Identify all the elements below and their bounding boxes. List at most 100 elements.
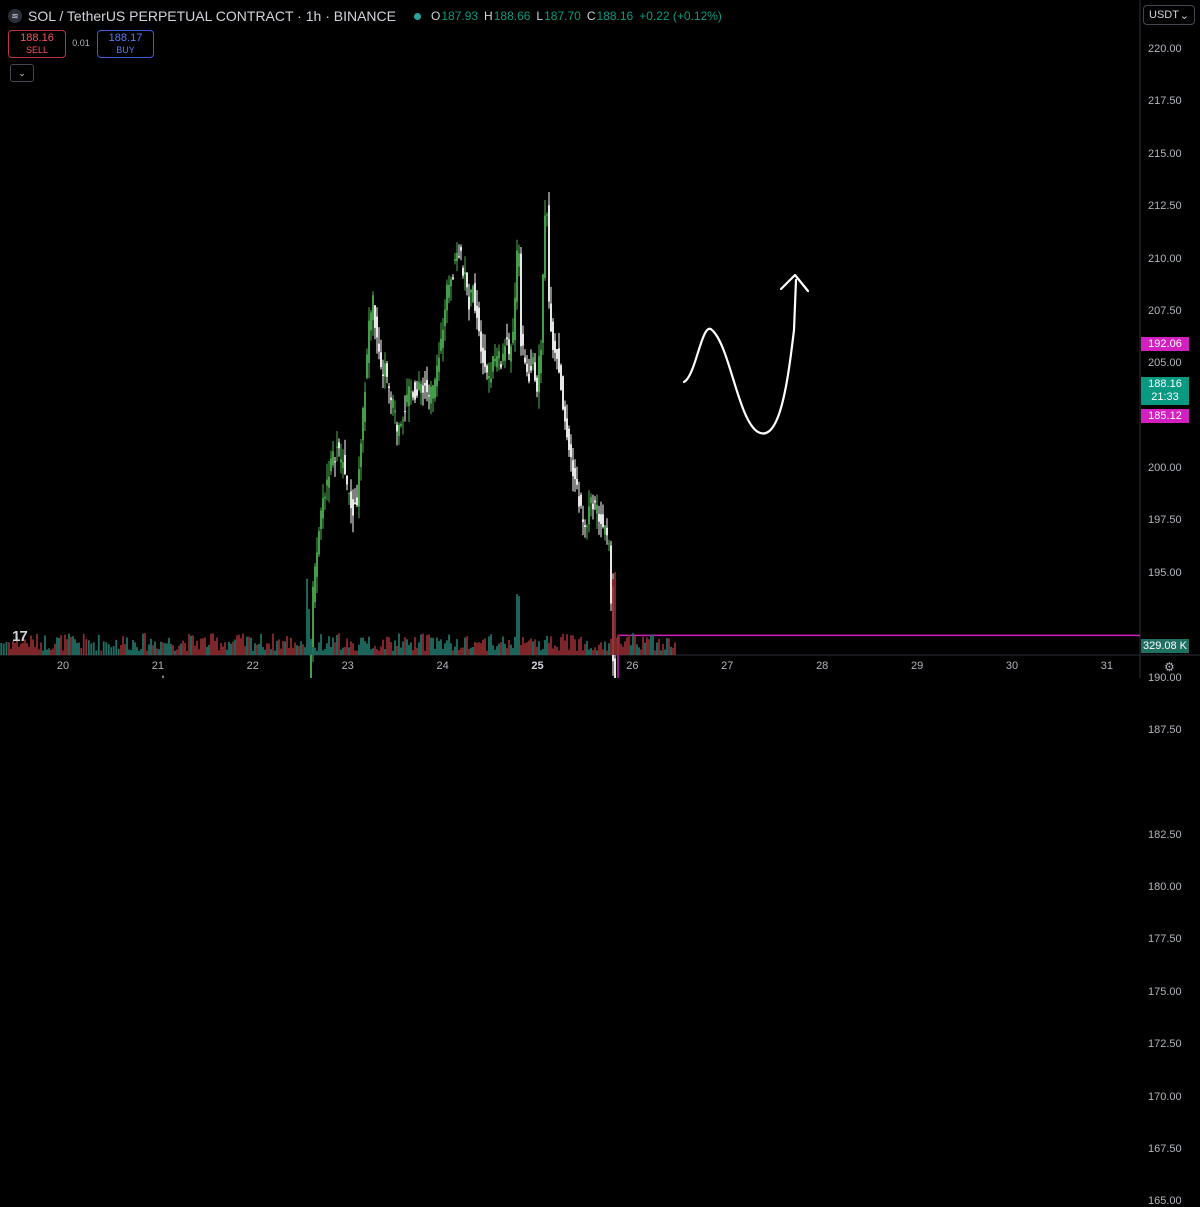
- volume-bar: [362, 637, 364, 655]
- volume-bar: [87, 640, 90, 655]
- sell-button[interactable]: 188.16 SELL: [8, 30, 66, 58]
- volume-bar: [76, 643, 78, 655]
- volume-bar: [574, 639, 576, 655]
- volume-bar: [250, 637, 252, 655]
- volume-bar: [560, 637, 562, 655]
- tradingview-logo-icon[interactable]: 17: [12, 628, 28, 645]
- volume-bar: [12, 641, 14, 655]
- volume-bar: [72, 636, 74, 655]
- volume-bar: [318, 642, 320, 655]
- volume-bar: [650, 635, 652, 655]
- volume-bar: [276, 640, 278, 655]
- candle: [380, 352, 382, 368]
- candle: [518, 253, 520, 267]
- volume-bar: [138, 650, 140, 655]
- volume-bar: [534, 639, 536, 655]
- candle: [520, 253, 522, 347]
- candle: [330, 458, 332, 472]
- volume-bar: [62, 650, 64, 655]
- volume-bar: [384, 649, 386, 655]
- volume-bar: [204, 637, 206, 655]
- candle: [582, 519, 584, 523]
- volume-bar: [324, 648, 326, 655]
- buy-button[interactable]: 188.17 BUY: [97, 30, 154, 58]
- candle: [474, 283, 476, 311]
- volume-bar: [105, 642, 108, 655]
- volume-bar: [26, 643, 28, 655]
- price-tick-label: 212.50: [1148, 200, 1182, 213]
- price-tick-label: 195.00: [1148, 566, 1182, 579]
- volume-bar: [188, 633, 190, 655]
- time-tick-label: 27: [721, 660, 734, 672]
- volume-bar: [266, 643, 268, 655]
- symbol-title[interactable]: SOL / TetherUS PERPETUAL CONTRACT · 1h ·…: [28, 8, 396, 24]
- settings-gear-icon[interactable]: ⚙: [1164, 660, 1175, 674]
- candle: [562, 376, 564, 410]
- volume-bar: [117, 648, 120, 655]
- volume-bar: [398, 633, 400, 655]
- volume-bar: [14, 642, 16, 655]
- volume-bar: [236, 635, 238, 655]
- candle: [408, 386, 410, 407]
- price-chart[interactable]: [0, 0, 1200, 678]
- price-tick-label: 175.00: [1148, 985, 1182, 998]
- volume-bar: [162, 642, 164, 655]
- volume-bar: [368, 636, 370, 655]
- volume-bar: [482, 639, 484, 655]
- candle: [366, 354, 368, 378]
- volume-bar: [82, 633, 85, 655]
- candle: [586, 526, 588, 528]
- volume-bar: [358, 644, 360, 655]
- volume-bar: [200, 638, 202, 655]
- candle: [512, 331, 514, 343]
- currency-select[interactable]: USDT ⌄: [1143, 5, 1195, 25]
- volume-bar: [152, 645, 154, 655]
- candle: [426, 380, 428, 393]
- collapse-legend-button[interactable]: ⌄: [10, 64, 34, 82]
- volume-bar: [154, 641, 156, 655]
- volume-bar: [126, 637, 128, 655]
- volume-bar: [170, 643, 172, 655]
- volume-bar: [74, 639, 76, 655]
- volume-bar: [284, 641, 286, 655]
- volume-bar: [36, 633, 38, 655]
- candle: [508, 339, 510, 354]
- volume-bar: [310, 638, 312, 655]
- volume-bar: [400, 647, 402, 655]
- candle: [334, 461, 336, 463]
- volume-bar: [592, 650, 594, 655]
- volume-bar: [598, 644, 600, 655]
- change-value: +0.22 (+0.12%): [639, 9, 722, 23]
- candle: [336, 446, 338, 448]
- volume-bar: [660, 650, 662, 655]
- symbol-header: ≋ SOL / TetherUS PERPETUAL CONTRACT · 1h…: [8, 6, 722, 26]
- volume-bar: [160, 641, 162, 655]
- volume-bar: [422, 633, 424, 655]
- candle: [364, 391, 366, 422]
- time-tick-label: 25: [531, 660, 544, 672]
- volume-bar: [390, 641, 392, 655]
- volume-bar: [214, 640, 216, 655]
- volume-bar: [408, 645, 410, 655]
- volume-bar: [226, 649, 228, 655]
- volume-bar: [548, 642, 550, 655]
- volume-bar: [588, 649, 590, 655]
- volume-bar: [364, 641, 366, 655]
- volume-bar: [392, 650, 394, 655]
- volume-bar: [664, 649, 666, 655]
- volume-bar: [97, 634, 100, 655]
- volume-bar: [342, 647, 344, 655]
- price-tick-label: 187.50: [1148, 723, 1182, 736]
- volume-bar: [564, 640, 566, 655]
- candle: [580, 494, 582, 506]
- volume-bar: [224, 642, 226, 655]
- volume-bar: [458, 649, 460, 655]
- volume-bar: [386, 636, 388, 655]
- volume-bar: [394, 640, 396, 655]
- volume-bar: [176, 649, 178, 655]
- candle: [542, 274, 544, 343]
- volume-bar: [334, 642, 336, 655]
- candle: [564, 406, 566, 422]
- candle: [478, 307, 480, 332]
